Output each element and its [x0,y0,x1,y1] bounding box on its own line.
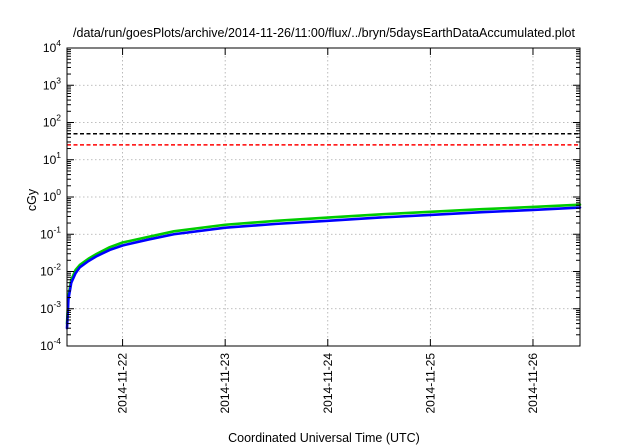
y-tick-base: 10 [43,41,57,55]
x-tick-label: 2014-11-24 [321,353,335,414]
y-tick-exponent: 4 [56,38,61,48]
y-tick-base: 10 [43,78,57,92]
series-line [65,203,582,325]
x-tick-label: 2014-11-23 [218,353,232,414]
y-tick-exponent: -3 [53,299,61,309]
y-tick-base: 10 [43,153,57,167]
y-tick-exponent: 3 [56,75,61,85]
y-tick-exponent: -2 [53,262,61,272]
data-series [65,132,582,330]
y-tick-exponent: 1 [56,150,61,160]
y-tick-label: 10-1 [40,224,61,241]
y-tick-exponent: -4 [53,336,61,346]
y-tick-label: 10-2 [40,262,61,279]
y-tick-base: 10 [40,227,54,241]
axis-ticks [67,47,580,347]
x-axis-label: Coordinated Universal Time (UTC) [228,431,420,445]
x-tick-label: 2014-11-26 [526,353,540,414]
y-tick-base: 10 [43,116,57,130]
y-tick-base: 10 [40,339,54,353]
y-tick-exponent: 0 [56,187,61,197]
x-tick-label: 2014-11-22 [116,353,130,414]
y-tick-label: 100 [43,187,61,204]
y-tick-exponent: -1 [53,224,61,234]
y-tick-label: 101 [43,150,61,167]
grid-lines [67,48,580,346]
y-tick-exponent: 2 [56,113,61,123]
chart-title: /data/run/goesPlots/archive/2014-11-26/1… [73,26,575,40]
y-tick-label: 10-3 [40,299,61,316]
y-tick-label: 102 [43,113,61,130]
y-axis-label: cGy [25,188,39,211]
x-tick-label: 2014-11-25 [423,353,437,414]
y-tick-base: 10 [40,302,54,316]
y-tick-base: 10 [40,265,54,279]
series-line [65,206,582,330]
x-tick-labels: 2014-11-22 2014-11-23 2014-11-24 2014-11-25… [116,353,540,414]
y-tick-label: 10-4 [40,336,61,353]
y-tick-label: 104 [43,38,61,55]
y-tick-base: 10 [43,190,57,204]
y-tick-label: 103 [43,75,61,92]
